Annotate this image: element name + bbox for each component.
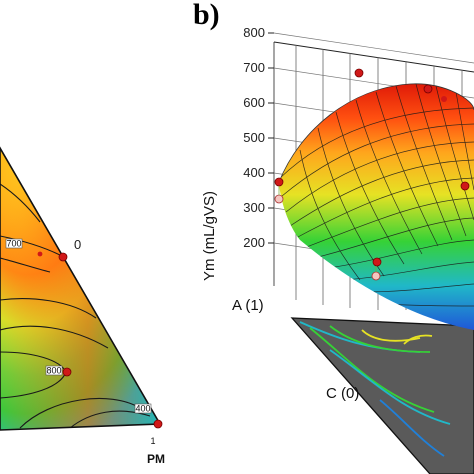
z-tick-label: 400 (243, 165, 265, 180)
panel-label-b: b) (193, 0, 220, 31)
floor-contour-line (361, 329, 421, 342)
surface-mesh (279, 83, 474, 307)
z-tick-label: 300 (243, 200, 265, 215)
floor-contour-line (403, 334, 433, 345)
floor-contour-line (329, 349, 451, 425)
ternary-contour-line (69, 410, 151, 429)
ternary-design-point (153, 419, 163, 429)
surface-design-point-low (274, 194, 284, 204)
floor-contour-line (379, 399, 445, 457)
ternary-design-point (62, 367, 72, 377)
axis-label-a: A (1) (232, 297, 264, 314)
svg-text:400: 400 (135, 404, 150, 414)
ternary-contour-label: 400 (134, 404, 152, 414)
ternary-plot: 700 800 400 0 1 PM (0, 146, 165, 466)
z-gridline (273, 32, 474, 64)
surface-design-point (423, 84, 433, 94)
z-axis-title: Ym (mL/gVS) (201, 191, 218, 281)
z-tick-label: 700 (243, 60, 265, 75)
floor-plane (290, 317, 474, 474)
surface-plot: 200 300 400 500 600 700 800 Ym (mL/gVS) (201, 25, 474, 474)
svg-text:700: 700 (6, 239, 21, 249)
surface-design-point (441, 96, 447, 102)
z-tick-label: 500 (243, 130, 265, 145)
ternary-outline (0, 146, 162, 431)
z-tick-label: 600 (243, 95, 265, 110)
ternary-tick-zero: 0 (74, 237, 81, 252)
z-tick-label: 800 (243, 25, 265, 40)
surface (278, 83, 474, 330)
ternary-contour-line (0, 257, 51, 273)
surface-design-point (460, 181, 470, 191)
surface-design-point (274, 177, 284, 187)
z-tick-label: 200 (243, 235, 265, 250)
ternary-contours (0, 183, 151, 429)
ternary-contour-label: 700 (5, 239, 23, 249)
surface-design-point (354, 68, 364, 78)
ternary-contour-line (0, 298, 97, 319)
axis-label-c: C (0) (326, 385, 359, 402)
ternary-vertex-label-pm: PM (147, 452, 165, 466)
ternary-contour-line (0, 325, 109, 349)
floor-contour-line (329, 325, 431, 353)
ternary-contour-line (0, 183, 41, 223)
floor-contour (290, 317, 474, 474)
svg-text:800: 800 (46, 366, 61, 376)
floor-contour-line (309, 327, 435, 413)
design-points (274, 68, 470, 281)
ternary-contour-line (19, 397, 141, 429)
ternary-tick-one: 1 (150, 436, 155, 446)
z-axis: 200 300 400 500 600 700 800 (243, 25, 274, 250)
ternary-design-point (58, 252, 68, 262)
ternary-contour-label: 800 (45, 366, 63, 376)
surface-design-point (372, 257, 382, 267)
ternary-contour-line (0, 235, 63, 257)
ternary-design-point (37, 251, 43, 257)
surface-design-point-low (371, 271, 381, 281)
surface-outline (278, 83, 474, 183)
